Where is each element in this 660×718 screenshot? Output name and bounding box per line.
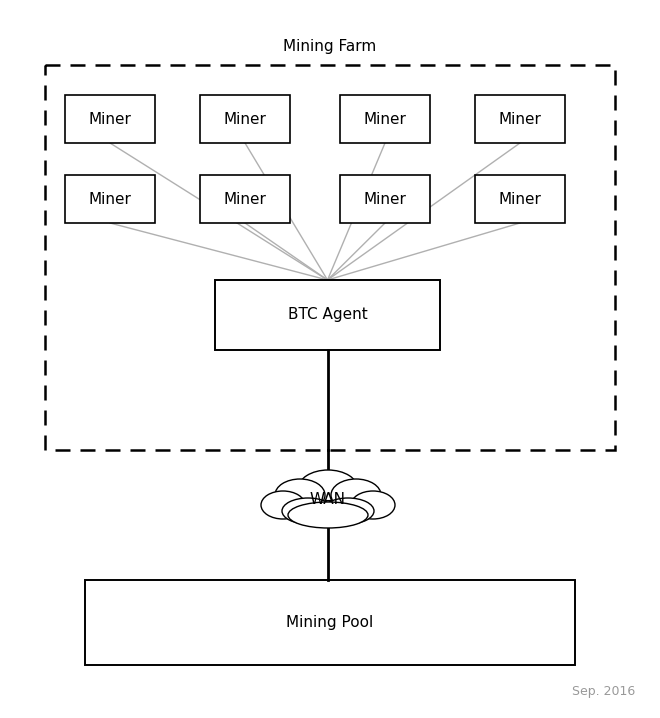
Ellipse shape <box>322 498 374 524</box>
Bar <box>340 95 430 143</box>
Text: Miner: Miner <box>498 111 541 126</box>
Text: BTC Agent: BTC Agent <box>288 307 368 322</box>
Bar <box>65 175 155 223</box>
Text: Miner: Miner <box>498 192 541 207</box>
Text: Miner: Miner <box>88 111 131 126</box>
Text: WAN: WAN <box>310 492 346 506</box>
Bar <box>45 65 615 450</box>
Bar <box>65 95 155 143</box>
Ellipse shape <box>282 498 334 524</box>
Bar <box>85 580 575 665</box>
Text: Mining Pool: Mining Pool <box>286 615 374 630</box>
Bar <box>475 175 565 223</box>
Ellipse shape <box>331 479 381 511</box>
Ellipse shape <box>275 479 325 511</box>
Text: Sep. 2016: Sep. 2016 <box>572 685 635 698</box>
Text: Miner: Miner <box>364 192 407 207</box>
Bar <box>200 95 290 143</box>
Ellipse shape <box>261 491 305 519</box>
Bar <box>475 95 565 143</box>
Bar <box>200 175 290 223</box>
Bar <box>340 175 430 223</box>
Text: Miner: Miner <box>224 111 267 126</box>
Ellipse shape <box>351 491 395 519</box>
Ellipse shape <box>298 470 358 508</box>
Ellipse shape <box>288 502 368 528</box>
Text: Miner: Miner <box>88 192 131 207</box>
Text: Mining Farm: Mining Farm <box>283 39 377 55</box>
Bar <box>215 280 440 350</box>
Text: Miner: Miner <box>224 192 267 207</box>
Text: Miner: Miner <box>364 111 407 126</box>
